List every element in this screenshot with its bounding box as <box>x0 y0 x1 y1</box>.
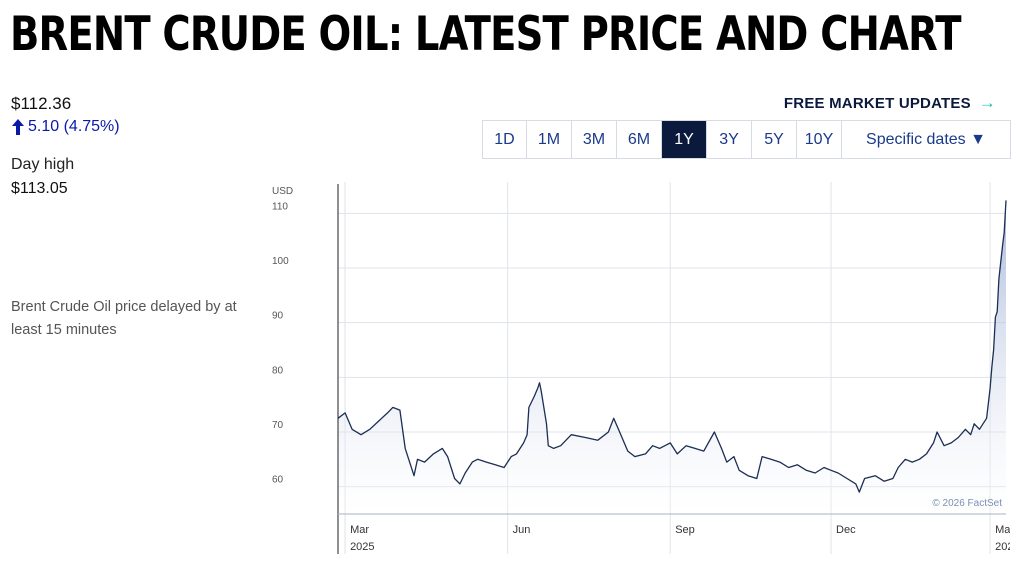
x-tick-label: Mar <box>350 524 369 536</box>
delay-note: Brent Crude Oil price delayed by at leas… <box>11 299 237 338</box>
price-change-value: 5.10 (4.75%) <box>28 118 120 135</box>
free-market-updates-label: FREE MARKET UPDATES <box>783 94 971 112</box>
specific-dates-dropdown[interactable]: Specific dates ▼ <box>866 130 986 148</box>
range-3m-button[interactable]: 3M <box>572 121 617 158</box>
price-line <box>337 200 1007 493</box>
current-price: $112.36 <box>11 94 72 113</box>
range-1d-button[interactable]: 1D <box>483 121 527 158</box>
price-chart: 60 70 80 90 100 110 Mar 2025 Jun Sep Dec Mar 2026 US… <box>272 182 1010 554</box>
day-high-value: $113.05 <box>11 180 68 197</box>
y-tick-label: 90 <box>272 311 284 322</box>
y-tick-label: 60 <box>272 475 284 486</box>
free-market-updates-link[interactable]: FREE MARKET UPDATES → <box>784 93 996 113</box>
range-10y-button[interactable]: 10Y <box>797 121 842 158</box>
x-tick-year-label: 2025 <box>350 541 374 553</box>
y-tick-label: 100 <box>272 256 289 267</box>
range-5y-button[interactable]: 5Y <box>752 121 797 158</box>
range-1y-button[interactable]: 1Y <box>662 121 707 158</box>
chart-credit: © 2026 FactSet <box>932 498 1002 509</box>
price-area <box>338 200 1006 514</box>
x-tick-label: Dec <box>836 524 856 536</box>
x-tick-year-label: 2026 <box>995 541 1010 553</box>
y-tick-label: 110 <box>272 201 288 212</box>
arrow-right-icon: → <box>978 93 996 112</box>
day-high-label: Day high <box>11 156 75 173</box>
y-tick-label: 70 <box>272 420 284 431</box>
y-tick-label: 80 <box>272 365 284 376</box>
page-title: BRENT CRUDE OIL: LATEST PRICE AND CHART <box>10 7 962 62</box>
range-6m-button[interactable]: 6M <box>617 121 662 158</box>
price-change: 5.10 (4.75%) <box>11 118 120 136</box>
range-1m-button[interactable]: 1M <box>527 121 572 158</box>
range-selector: 1D 1M 3M 6M 1Y 3Y 5Y 10Y Specific dates … <box>482 120 1011 159</box>
arrow-up-icon <box>12 119 24 135</box>
x-tick-label: Sep <box>675 524 695 536</box>
x-tick-label: Jun <box>513 524 531 536</box>
x-tick-label: Mar <box>995 524 1010 536</box>
range-3y-button[interactable]: 3Y <box>707 121 752 158</box>
y-unit-label: USD <box>272 186 293 197</box>
